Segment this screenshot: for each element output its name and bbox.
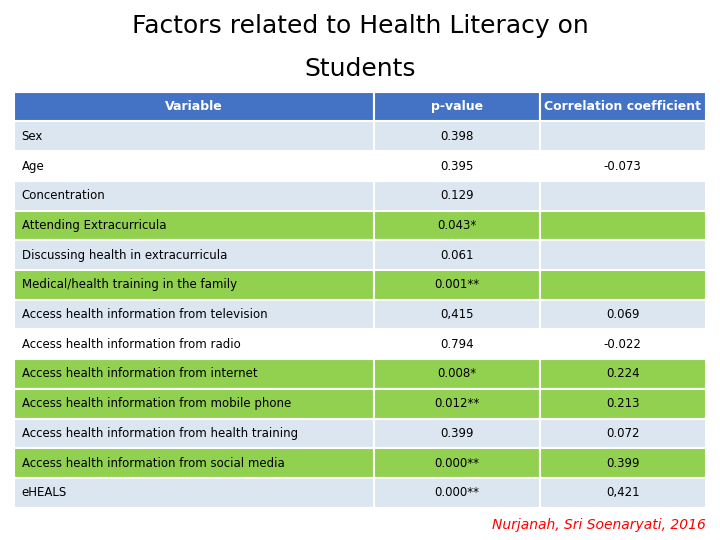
Bar bbox=[374, 181, 540, 211]
Bar bbox=[14, 389, 374, 419]
Bar bbox=[540, 478, 706, 508]
Bar bbox=[374, 478, 540, 508]
Bar bbox=[14, 329, 374, 359]
Bar bbox=[14, 240, 374, 270]
Text: 0.399: 0.399 bbox=[440, 427, 474, 440]
Text: 0.399: 0.399 bbox=[606, 456, 639, 470]
Bar bbox=[374, 122, 540, 151]
Bar bbox=[14, 270, 374, 300]
Text: Nurjanah, Sri Soenaryati, 2016: Nurjanah, Sri Soenaryati, 2016 bbox=[492, 518, 706, 532]
Text: 0,421: 0,421 bbox=[606, 486, 639, 500]
Bar bbox=[540, 270, 706, 300]
Bar bbox=[540, 359, 706, 389]
Bar bbox=[540, 211, 706, 240]
Text: p-value: p-value bbox=[431, 100, 483, 113]
Text: 0.794: 0.794 bbox=[440, 338, 474, 351]
Text: eHEALS: eHEALS bbox=[22, 486, 67, 500]
Text: Access health information from health training: Access health information from health tr… bbox=[22, 427, 298, 440]
Bar bbox=[14, 211, 374, 240]
Bar bbox=[14, 151, 374, 181]
Text: Age: Age bbox=[22, 159, 45, 173]
Bar bbox=[374, 448, 540, 478]
Bar bbox=[540, 300, 706, 329]
Bar bbox=[14, 448, 374, 478]
Bar bbox=[14, 181, 374, 211]
Text: Students: Students bbox=[305, 57, 415, 80]
Bar bbox=[540, 92, 706, 122]
Bar bbox=[374, 211, 540, 240]
Bar bbox=[374, 240, 540, 270]
Bar bbox=[14, 418, 374, 448]
Bar bbox=[540, 448, 706, 478]
Bar bbox=[374, 418, 540, 448]
Text: Access health information from social media: Access health information from social me… bbox=[22, 456, 284, 470]
Bar bbox=[14, 478, 374, 508]
Bar bbox=[374, 151, 540, 181]
Text: 0.213: 0.213 bbox=[606, 397, 639, 410]
Text: Access health information from internet: Access health information from internet bbox=[22, 367, 257, 381]
Bar bbox=[374, 270, 540, 300]
Text: 0.069: 0.069 bbox=[606, 308, 639, 321]
Text: Factors related to Health Literacy on: Factors related to Health Literacy on bbox=[132, 14, 588, 37]
Text: Access health information from television: Access health information from televisio… bbox=[22, 308, 267, 321]
Bar bbox=[14, 300, 374, 329]
Bar bbox=[374, 300, 540, 329]
Text: 0.012**: 0.012** bbox=[434, 397, 480, 410]
Text: 0,415: 0,415 bbox=[440, 308, 474, 321]
Text: Access health information from radio: Access health information from radio bbox=[22, 338, 240, 351]
Text: 0.072: 0.072 bbox=[606, 427, 639, 440]
Bar bbox=[540, 329, 706, 359]
Text: 0.001**: 0.001** bbox=[434, 278, 480, 292]
Bar bbox=[540, 240, 706, 270]
Text: Sex: Sex bbox=[22, 130, 43, 143]
Bar bbox=[374, 359, 540, 389]
Bar bbox=[540, 122, 706, 151]
Text: Medical/health training in the family: Medical/health training in the family bbox=[22, 278, 237, 292]
Text: Variable: Variable bbox=[165, 100, 223, 113]
Text: 0.129: 0.129 bbox=[440, 189, 474, 202]
Bar bbox=[14, 122, 374, 151]
Text: Discussing health in extracurricula: Discussing health in extracurricula bbox=[22, 248, 227, 262]
Text: 0.224: 0.224 bbox=[606, 367, 639, 381]
Text: 0.008*: 0.008* bbox=[437, 367, 477, 381]
Bar bbox=[374, 329, 540, 359]
Bar bbox=[540, 418, 706, 448]
Bar bbox=[14, 359, 374, 389]
Text: 0.398: 0.398 bbox=[440, 130, 474, 143]
Text: Concentration: Concentration bbox=[22, 189, 105, 202]
Text: 0.000**: 0.000** bbox=[434, 486, 480, 500]
Text: -0.022: -0.022 bbox=[603, 338, 642, 351]
Text: Attending Extracurricula: Attending Extracurricula bbox=[22, 219, 166, 232]
Text: 0.000**: 0.000** bbox=[434, 456, 480, 470]
Text: Correlation coefficient: Correlation coefficient bbox=[544, 100, 701, 113]
Bar bbox=[374, 389, 540, 419]
Text: 0.395: 0.395 bbox=[440, 159, 474, 173]
Text: -0.073: -0.073 bbox=[604, 159, 642, 173]
Text: 0.061: 0.061 bbox=[440, 248, 474, 262]
Text: 0.043*: 0.043* bbox=[437, 219, 477, 232]
Bar bbox=[540, 389, 706, 419]
Bar bbox=[540, 181, 706, 211]
Text: Access health information from mobile phone: Access health information from mobile ph… bbox=[22, 397, 291, 410]
Bar bbox=[14, 92, 374, 122]
Bar bbox=[540, 151, 706, 181]
Bar bbox=[374, 92, 540, 122]
